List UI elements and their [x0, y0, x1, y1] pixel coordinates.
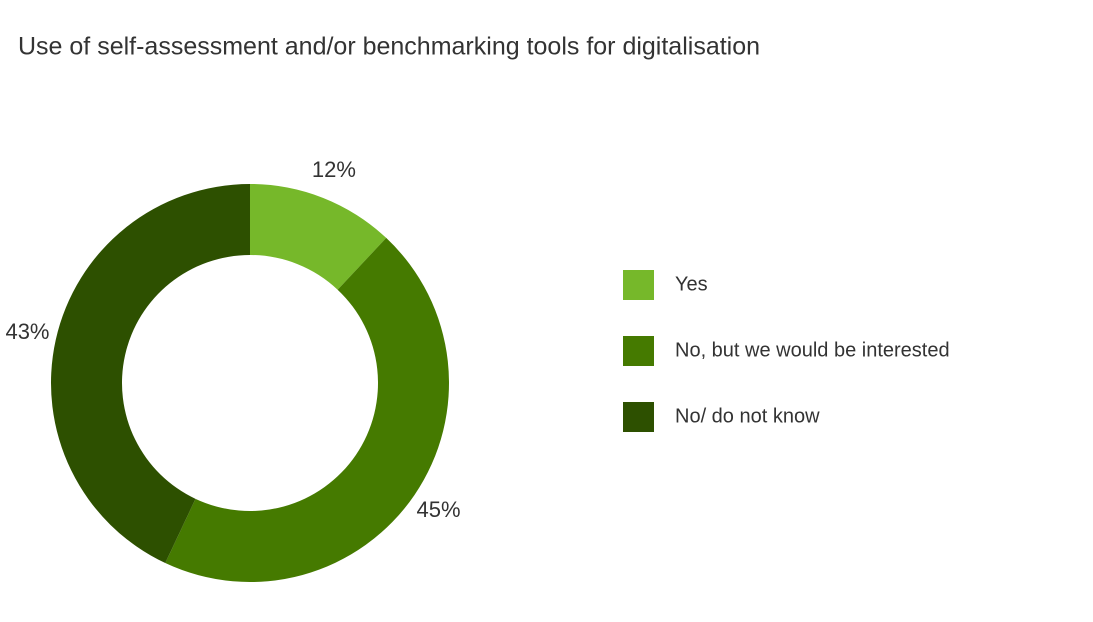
data-label: 43%: [5, 319, 49, 344]
legend-label: No/ do not know: [675, 405, 820, 427]
donut-segment: [250, 184, 387, 290]
legend-swatch: [623, 402, 654, 432]
data-label: 45%: [417, 497, 461, 522]
donut-segment: [165, 237, 450, 583]
legend-swatch: [623, 270, 654, 300]
donut-segment: [50, 184, 250, 564]
chart-title: Use of self-assessment and/or benchmarki…: [18, 33, 760, 61]
legend-swatch: [623, 336, 654, 366]
data-label: 12%: [312, 157, 356, 182]
legend-label: No, but we would be interested: [675, 339, 950, 361]
legend-label: Yes: [675, 273, 708, 295]
